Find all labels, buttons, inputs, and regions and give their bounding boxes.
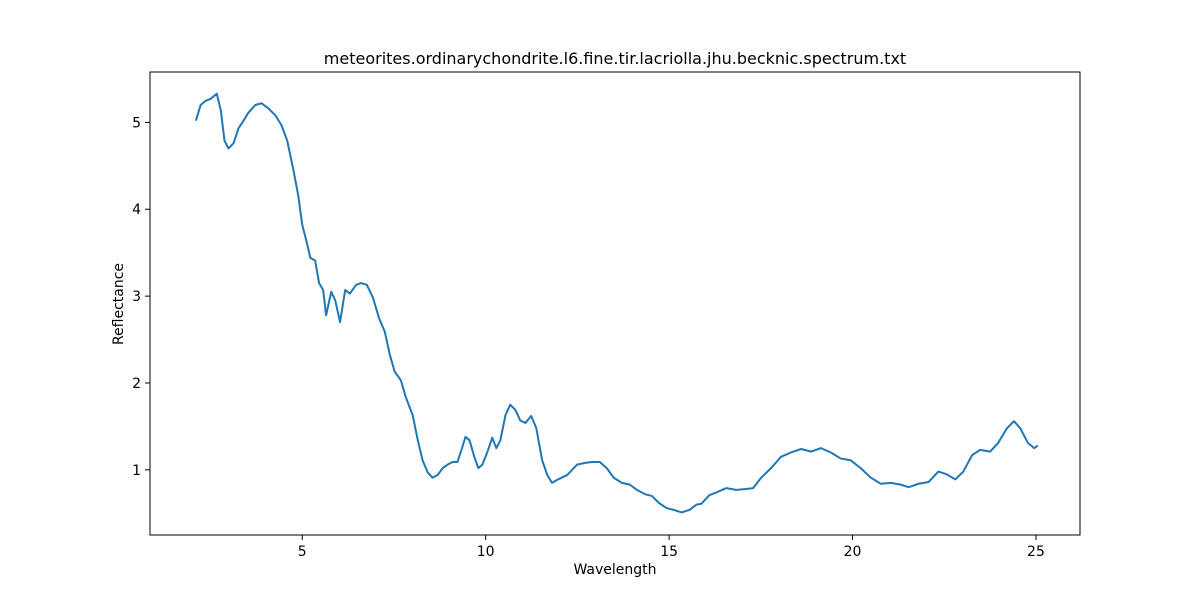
x-tick-label: 20 (844, 544, 862, 560)
x-axis-label: Wavelength (573, 562, 656, 578)
y-axis-label: Reflectance (111, 263, 127, 345)
data-line (194, 92, 1039, 514)
plot-frame (149, 71, 1081, 536)
y-tick-label: 3 (132, 289, 141, 305)
x-tick-label: 10 (477, 544, 495, 560)
x-tick-label: 25 (1027, 544, 1045, 560)
y-tick-label: 4 (132, 202, 141, 218)
x-tick-label: 15 (660, 544, 678, 560)
x-tick-label: 5 (298, 544, 307, 560)
chart-title: meteorites.ordinarychondrite.l6.fine.tir… (324, 49, 906, 68)
y-tick-label: 5 (132, 115, 141, 131)
y-tick-label: 1 (132, 463, 141, 479)
y-tick-label: 2 (132, 376, 141, 392)
